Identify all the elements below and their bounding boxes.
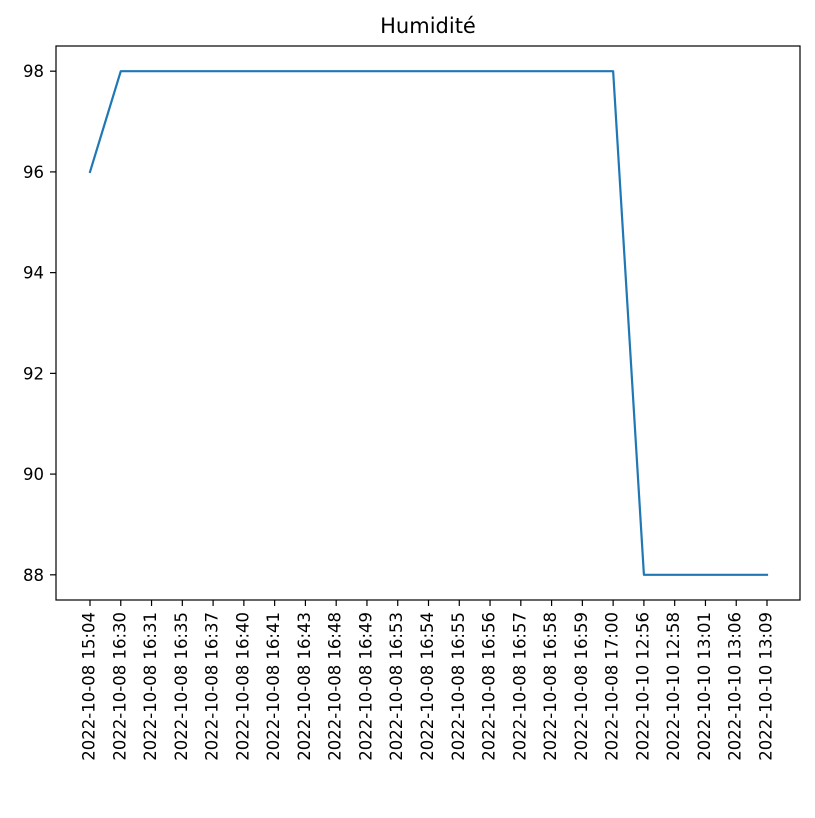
plot-area-frame [55, 45, 801, 601]
x-tick-label: 2022-10-08 16:56 [480, 612, 499, 761]
x-tick-label: 2022-10-08 16:31 [141, 612, 160, 761]
x-axis: 2022-10-08 15:04 2022-10-08 16:30 2022-10-… [80, 600, 776, 761]
y-tick-label: 98 [23, 62, 44, 81]
x-tick-label: 2022-10-10 13:06 [726, 612, 745, 761]
y-tick-label: 88 [23, 566, 44, 585]
x-tick-label: 2022-10-08 16:57 [510, 612, 529, 761]
x-tick-label: 2022-10-10 12:56 [633, 612, 652, 761]
x-tick-label: 2022-10-08 16:40 [233, 612, 252, 761]
x-tick-label: 2022-10-08 16:43 [295, 612, 314, 761]
x-tick-label: 2022-10-08 16:35 [172, 612, 191, 761]
y-tick-label: 96 [23, 163, 44, 182]
x-tick-label: 2022-10-08 16:30 [110, 612, 129, 761]
chart-title: Humidité [380, 14, 476, 38]
x-tick-label: 2022-10-08 16:58 [541, 612, 560, 761]
x-tick-label: 2022-10-08 16:55 [449, 612, 468, 761]
series-line [88, 70, 769, 576]
x-tick-label: 2022-10-08 16:53 [387, 612, 406, 761]
y-tick-label: 94 [23, 264, 44, 283]
x-tick-label: 2022-10-08 16:49 [356, 612, 375, 761]
x-tick-label: 2022-10-08 15:04 [80, 612, 99, 761]
x-tick-label: 2022-10-08 17:00 [603, 612, 622, 761]
series-layer [88, 70, 769, 576]
x-tick-label: 2022-10-08 16:59 [572, 612, 591, 761]
x-tick-label: 2022-10-08 16:37 [203, 612, 222, 761]
x-tick-label: 2022-10-08 16:54 [418, 612, 437, 761]
x-tick-label: 2022-10-08 16:48 [326, 612, 345, 761]
x-tick-label: 2022-10-08 16:41 [264, 612, 283, 761]
y-tick-label: 92 [23, 364, 44, 383]
x-tick-label: 2022-10-10 13:09 [757, 612, 776, 761]
x-tick-label: 2022-10-10 12:58 [664, 612, 683, 761]
x-tick-label: 2022-10-10 13:01 [695, 612, 714, 761]
y-axis: 88 90 92 94 96 98 [23, 62, 56, 585]
y-tick-label: 90 [23, 465, 44, 484]
